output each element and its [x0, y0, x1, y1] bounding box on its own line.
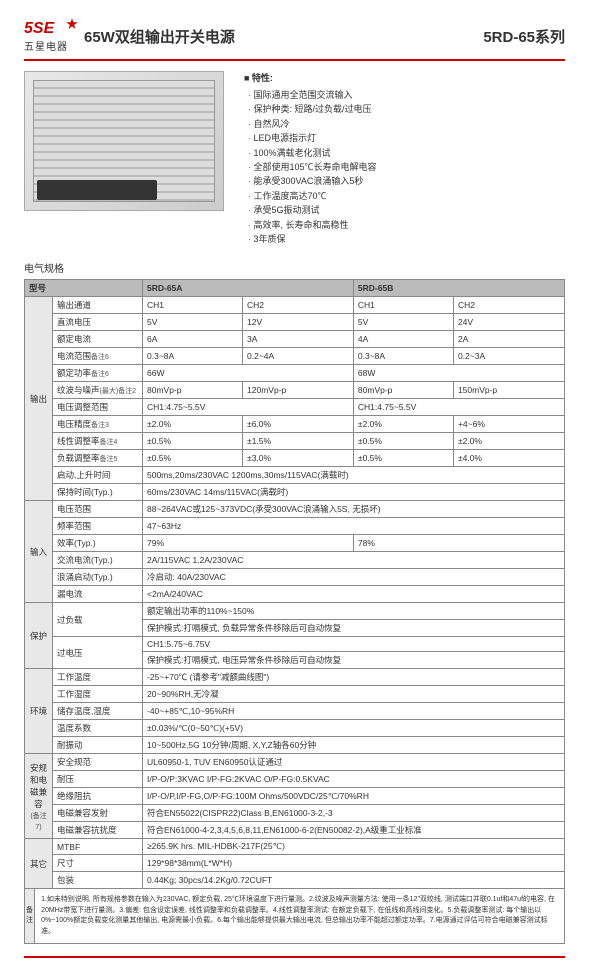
feature-item: 全部使用105℃长寿命电解电容 [248, 160, 565, 174]
feature-item: 能承受300VAC浪涌输入5秒 [248, 174, 565, 188]
page-title: 65W双组输出开关电源 [84, 26, 483, 47]
features-title: ■ 特性: [244, 71, 565, 84]
feature-item: 自然风冷 [248, 117, 565, 131]
spec-section-label: 电气规格 [24, 260, 565, 275]
product-image [24, 71, 224, 211]
footer-divider [24, 956, 565, 958]
logo-subtext: 五星电器 [24, 38, 68, 53]
series-label: 5RD-65系列 [483, 26, 565, 47]
section-safety: 安规和电磁兼容(备注7) [25, 754, 53, 839]
feature-item: 3年质保 [248, 232, 565, 246]
notes-block: 备注 1.如未特别说明, 所有规格参数在输入为230VAC, 额定负载, 25℃… [24, 888, 565, 944]
notes-text: 1.如未特别说明, 所有规格参数在输入为230VAC, 额定负载, 25℃环境温… [41, 895, 558, 937]
feature-item: LED电源指示灯 [248, 131, 565, 145]
feature-item: 国际通用全范围交流输入 [248, 88, 565, 102]
feature-item: 保护种类: 短路/过负载/过电压 [248, 102, 565, 116]
feature-item: 工作温度高达70℃ [248, 189, 565, 203]
section-output: 输出 [25, 297, 53, 501]
features-list: 国际通用全范围交流输入保护种类: 短路/过负载/过电压自然风冷LED电源指示灯1… [244, 88, 565, 246]
spec-table: 型号 5RD-65A 5RD-65B 输出 输出通道 CH1CH2 CH1CH2… [24, 279, 565, 889]
notes-label: 备注 [25, 889, 35, 943]
section-input: 输入 [25, 501, 53, 603]
feature-item: 高效率, 长寿命和高稳性 [248, 218, 565, 232]
col-m2: 5RD-65B [353, 280, 564, 297]
col-model: 型号 [25, 280, 143, 297]
section-env: 环境 [25, 669, 53, 754]
col-m1: 5RD-65A [143, 280, 354, 297]
feature-item: 承受5G振动测试 [248, 203, 565, 217]
section-protect: 保护 [25, 603, 53, 669]
feature-item: 100%满载老化测试 [248, 146, 565, 160]
section-other: 其它 [25, 839, 53, 889]
logo-text: 5SE [24, 20, 68, 38]
